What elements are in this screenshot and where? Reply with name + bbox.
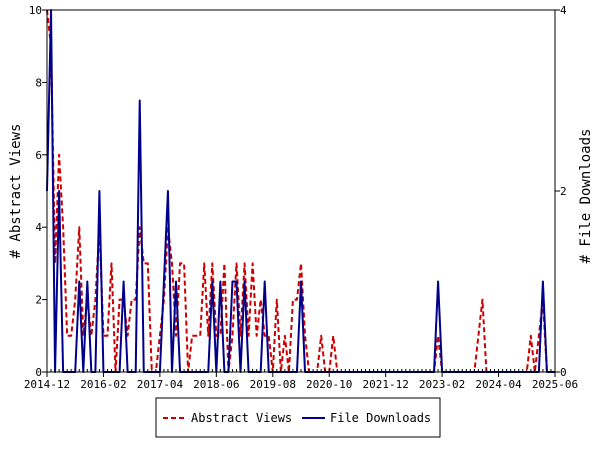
y-tick-label: 10 bbox=[29, 4, 42, 17]
x-tick-label: 2023-02 bbox=[419, 378, 465, 391]
y-axis-title: # Abstract Views bbox=[8, 124, 24, 259]
x-tick-label: 2025-06 bbox=[532, 378, 578, 391]
file-downloads-line bbox=[46, 9, 555, 373]
x-tick-label: 2020-10 bbox=[306, 378, 352, 391]
legend-abstract-label: Abstract Views bbox=[191, 411, 292, 425]
x-tick-label: 2019-08 bbox=[250, 378, 296, 391]
x-tick-label: 2014-12 bbox=[24, 378, 70, 391]
x-tick-label: 2024-04 bbox=[475, 378, 522, 391]
legend-box bbox=[155, 397, 441, 438]
y2-tick-label: 4 bbox=[560, 4, 567, 17]
x-tick-label: 2018-06 bbox=[193, 378, 239, 391]
axes: 2014-12 2016-02 2017-04 2018-06 2019-08 2020-… bbox=[24, 4, 578, 391]
x-tick-label: 2017-04 bbox=[137, 378, 184, 391]
y2-axis-title: # File Downloads bbox=[578, 129, 594, 264]
y-tick-label: 8 bbox=[35, 76, 42, 89]
y-tick-label: 4 bbox=[35, 221, 42, 234]
x-tick-label: 2021-12 bbox=[362, 378, 408, 391]
legend: Abstract Views File Downloads bbox=[155, 397, 441, 438]
abstract-views-line bbox=[46, 9, 555, 373]
y-tick-label: 2 bbox=[35, 294, 42, 307]
y-tick-label: 6 bbox=[35, 149, 42, 162]
y2-tick-label: 2 bbox=[560, 185, 567, 198]
plot-area bbox=[46, 9, 556, 373]
plot-frame bbox=[46, 9, 556, 373]
y-tick-label: 0 bbox=[35, 366, 42, 379]
y2-tick-label: 0 bbox=[560, 366, 567, 379]
legend-downloads-label: File Downloads bbox=[330, 411, 431, 425]
x-tick-label: 2016-02 bbox=[80, 378, 126, 391]
